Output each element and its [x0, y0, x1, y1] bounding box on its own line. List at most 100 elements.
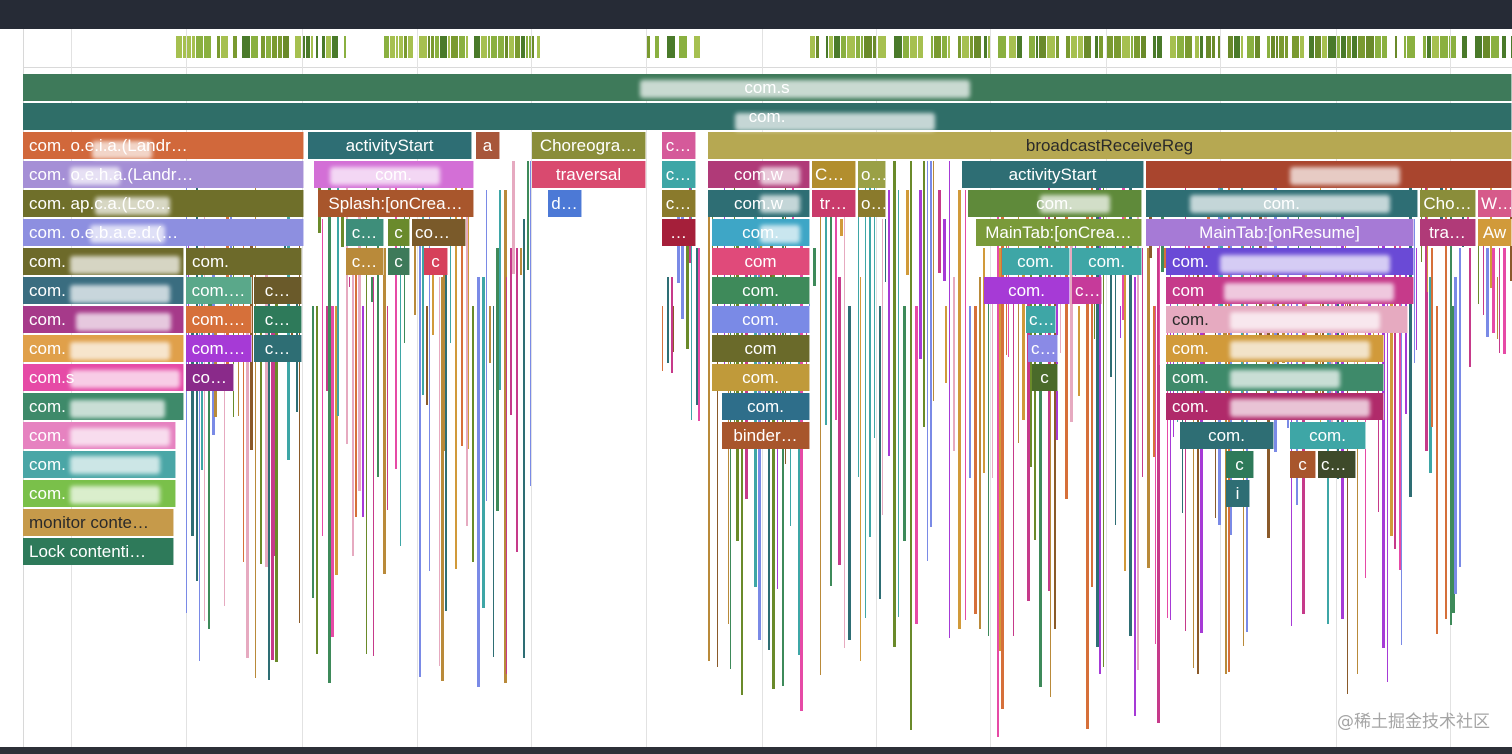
- call-stack-sliver: [1454, 277, 1457, 594]
- call-stack-sliver: [1103, 161, 1104, 667]
- flame-slice-traversal-1[interactable]: traversal: [532, 161, 646, 188]
- flame-slice-activity-start-1[interactable]: activityStart: [308, 132, 472, 159]
- flame-slice-c-7[interactable]: c…: [1072, 277, 1102, 304]
- flame-slice-com-teal-7[interactable]: com.: [1290, 422, 1366, 449]
- call-stack-sliver: [1157, 248, 1160, 723]
- call-stack-sliver: [1115, 219, 1116, 525]
- cpu-activity-bar: [1185, 36, 1192, 58]
- flame-slice-maintab-oncreate[interactable]: MainTab:[onCrea…: [976, 219, 1142, 246]
- flame-slice-c-8[interactable]: c…: [254, 306, 302, 333]
- call-stack-sliver: [366, 161, 367, 654]
- cpu-activity-bar: [931, 36, 933, 58]
- flame-slice-c-13[interactable]: c: [1226, 451, 1254, 478]
- flame-slice-com-green-2[interactable]: com.: [712, 277, 810, 304]
- flame-slice-c-5[interactable]: c: [424, 248, 448, 275]
- call-stack-sliver: [472, 306, 474, 562]
- flame-slice-splash-oncreate[interactable]: Splash:[onCrea…: [318, 190, 474, 217]
- flame-slice-com-purple-2[interactable]: com.: [984, 277, 1070, 304]
- flame-slice-dots-1[interactable]: …: [662, 219, 696, 246]
- cpu-activity-bar: [1066, 36, 1070, 58]
- flame-slice-c-olive[interactable]: c…: [662, 190, 696, 217]
- flame-slice-binder[interactable]: binder…: [722, 422, 810, 449]
- flame-slice-tr-1[interactable]: tr…: [812, 190, 856, 217]
- cpu-activity-bar: [861, 36, 863, 58]
- flame-slice-c-slice-1[interactable]: c…: [662, 132, 696, 159]
- flame-slice-ch-1[interactable]: Ch…: [812, 161, 856, 188]
- flame-slice-com-pinkred[interactable]: com: [712, 248, 810, 275]
- flame-slice-c-11[interactable]: c…: [1028, 335, 1058, 362]
- flame-slice-com-r9-2[interactable]: com.…: [186, 335, 252, 362]
- call-stack-sliver: [477, 277, 480, 687]
- flame-slice-com-blue-2[interactable]: com.: [712, 306, 810, 333]
- cpu-activity-bar: [918, 36, 923, 58]
- flame-slice-c-4[interactable]: c: [388, 248, 410, 275]
- cpu-activity-bar: [419, 36, 427, 58]
- call-stack-sliver: [1200, 306, 1203, 633]
- flame-slice-landr-2[interactable]: com. o.e.h.a.(Landr…: [23, 161, 304, 188]
- flame-slice-a-slice[interactable]: a: [476, 132, 500, 159]
- flame-slice-co-1[interactable]: co…: [186, 364, 234, 391]
- gridline: [1106, 29, 1107, 754]
- cpu-activity-bar: [196, 36, 203, 58]
- flame-slice-broadcast[interactable]: broadcastReceiveReg: [708, 132, 1512, 159]
- flame-slice-tra-2[interactable]: tra…: [1420, 219, 1476, 246]
- flame-slice-aw-1[interactable]: Aw: [1478, 219, 1512, 246]
- flame-slice-com-teal-5[interactable]: com.: [722, 393, 810, 420]
- flame-slice-com-2[interactable]: com…: [412, 219, 466, 246]
- flame-slice-com-r7-2[interactable]: com.…: [186, 277, 252, 304]
- flame-slice-co-2[interactable]: co…: [1318, 451, 1356, 478]
- call-stack-sliver: [208, 277, 210, 629]
- flame-slice-cho-2[interactable]: Cho…: [1420, 190, 1476, 217]
- call-stack-sliver: [1134, 277, 1136, 716]
- call-stack-sliver: [1347, 277, 1348, 694]
- cpu-activity-bar: [448, 36, 450, 58]
- flame-slice-o-2[interactable]: o…: [858, 190, 886, 217]
- flame-slice-com-teal-3[interactable]: com.: [1002, 248, 1070, 275]
- bottom-scrollbar[interactable]: [0, 747, 1512, 754]
- flame-slice-c-14[interactable]: c: [1290, 451, 1316, 478]
- call-stack-sliver: [1483, 219, 1484, 315]
- flame-slice-lock-contention[interactable]: Lock contenti…: [23, 538, 174, 565]
- call-stack-sliver: [1153, 306, 1155, 457]
- window-titlebar: [0, 0, 1512, 29]
- flame-slice-com-r8-2[interactable]: com.…: [186, 306, 252, 333]
- flame-slice-c-teal[interactable]: c…: [662, 161, 696, 188]
- flame-slice-com-olive-2[interactable]: com: [712, 335, 810, 362]
- flame-slice-o-1[interactable]: o…: [858, 161, 886, 188]
- flame-slice-choreographer-1[interactable]: Choreogra…: [532, 132, 646, 159]
- call-stack-sliver: [335, 306, 338, 575]
- flame-slice-com-r6-2[interactable]: com.: [186, 248, 302, 275]
- flame-slice-c-6[interactable]: c…: [254, 277, 302, 304]
- call-stack-sliver: [667, 277, 669, 363]
- flame-slice-maintab-onresume[interactable]: MainTab:[onResume]: [1146, 219, 1414, 246]
- call-stack-sliver: [331, 306, 334, 637]
- cpu-activity-track[interactable]: [0, 29, 1512, 68]
- flame-slice-c-3[interactable]: c…: [346, 248, 384, 275]
- flame-slice-web-1[interactable]: Web: [1478, 190, 1512, 217]
- redaction-blur: [1190, 195, 1390, 213]
- flame-slice-c-10[interactable]: c…: [254, 335, 302, 362]
- call-stack-sliver: [520, 248, 522, 275]
- flame-slice-com-teal-4[interactable]: com.: [1072, 248, 1142, 275]
- flame-slice-c-1[interactable]: c…: [346, 219, 384, 246]
- call-stack-sliver: [983, 248, 985, 473]
- flame-slice-i-1[interactable]: i: [1226, 480, 1250, 507]
- call-stack-sliver: [888, 190, 890, 456]
- flame-slice-c-2[interactable]: c: [388, 219, 410, 246]
- flame-slice-landr-1[interactable]: com. o.e.i.a.(Landr…: [23, 132, 304, 159]
- flame-slice-c-9[interactable]: c…: [1026, 306, 1056, 333]
- cpu-activity-bar: [515, 36, 520, 58]
- flame-slice-activity-start-2[interactable]: activityStart: [962, 161, 1144, 188]
- cpu-activity-bar: [1483, 36, 1490, 58]
- call-stack-sliver: [414, 219, 416, 315]
- flame-slice-monitor-contention[interactable]: monitor conte…: [23, 509, 174, 536]
- cpu-activity-bar: [1449, 36, 1456, 58]
- flame-slice-c-12[interactable]: c: [1032, 364, 1058, 391]
- redaction-blur: [1230, 341, 1370, 359]
- cpu-activity-bar: [1285, 36, 1288, 58]
- call-stack-sliver: [419, 219, 421, 677]
- flame-slice-d-slice[interactable]: d…: [548, 190, 582, 217]
- flame-slice-com-teal-6[interactable]: com.: [1180, 422, 1274, 449]
- flame-slice-com-gold-2[interactable]: com.: [712, 364, 810, 391]
